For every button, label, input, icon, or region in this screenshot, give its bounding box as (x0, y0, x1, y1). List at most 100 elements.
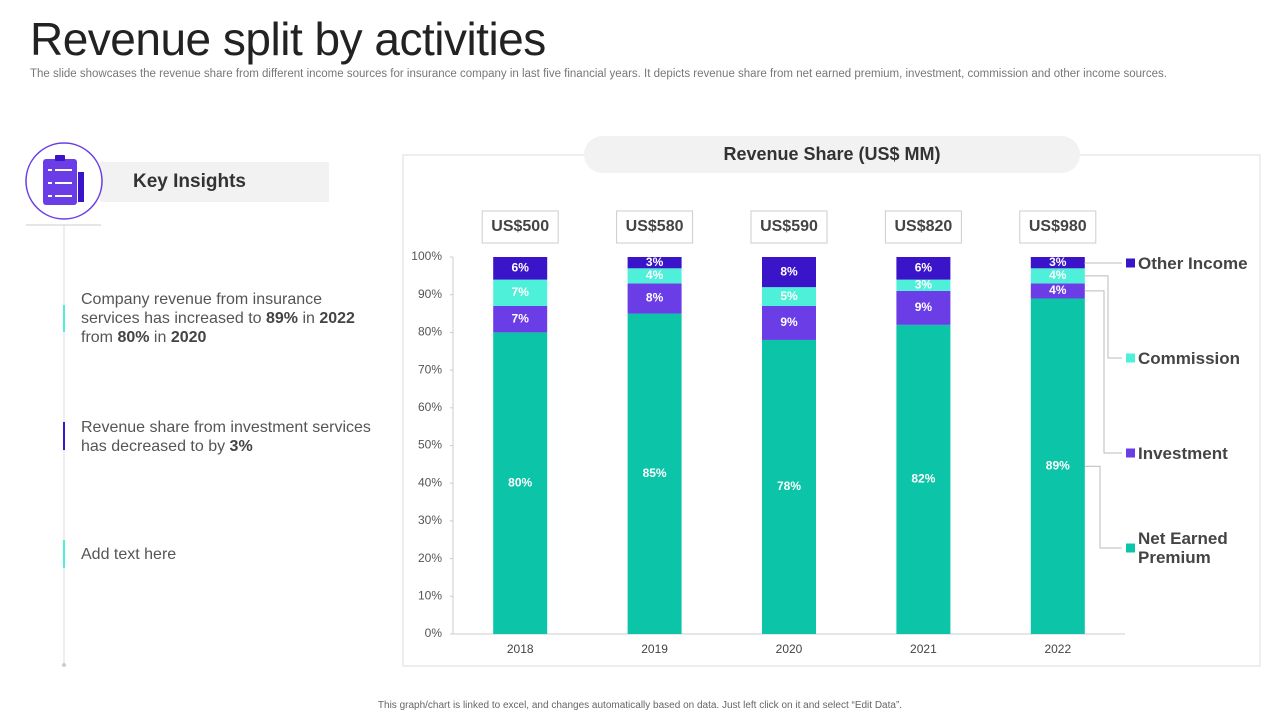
value-label: 6% (915, 260, 933, 274)
bar-segment (762, 287, 816, 307)
y-tick-label: 60% (418, 400, 442, 414)
bar-segment (493, 257, 548, 280)
legend-label: Investment (1138, 443, 1228, 463)
total-box (750, 210, 828, 244)
insight-highlight: 3% (229, 438, 253, 455)
clipboard-icon (43, 155, 84, 205)
bar-segment (493, 279, 548, 307)
bar-segment (1030, 298, 1085, 634)
bar-segment (627, 283, 682, 314)
y-tick-label: 100% (411, 249, 442, 263)
bar-segment (896, 257, 951, 280)
bar-segment (1030, 268, 1085, 284)
legend-label: Other Income (1138, 253, 1248, 273)
chart-title-pill (584, 136, 1080, 173)
timeline-end (62, 663, 66, 667)
value-label: 8% (780, 264, 798, 278)
y-tick-label: 50% (418, 438, 442, 452)
insight-highlight: 2020 (170, 329, 207, 346)
y-tick-label: 20% (418, 551, 442, 565)
total-box (884, 210, 962, 244)
footer: This graph/chart is linked to excel, and… (377, 700, 903, 711)
subtitle: The slide showcases the revenue share fr… (30, 68, 1167, 80)
legend-label: Net Earned Premium (1138, 529, 1228, 567)
total-label: US$820 (894, 218, 952, 235)
bar-segment (1030, 283, 1085, 299)
legend-swatch (1126, 353, 1135, 363)
value-label: 89% (1046, 458, 1070, 472)
value-label: 4% (1049, 268, 1067, 282)
legend-label: Commission (1138, 348, 1241, 368)
title: Revenue split by activities (30, 13, 546, 65)
x-tick-label: 2021 (910, 642, 937, 656)
legend-connector (1084, 465, 1122, 549)
insight-text: Add text here (81, 545, 373, 564)
x-tick-label: 2018 (507, 642, 534, 656)
value-label: 3% (915, 277, 933, 291)
y-tick-label: 90% (418, 287, 442, 301)
insight-highlight: 2022 (319, 310, 355, 327)
total-box (1019, 210, 1097, 244)
value-label: 85% (643, 466, 667, 480)
bar-segment (762, 339, 816, 634)
value-label: 6% (512, 260, 530, 274)
bar-segment (627, 313, 682, 634)
total-label: US$980 (1029, 218, 1087, 235)
insights-heading: Key Insights (133, 171, 246, 192)
bar-segment (627, 268, 682, 284)
bar-segment (896, 279, 951, 291)
value-label: 3% (1049, 255, 1067, 269)
bar-segment (627, 257, 682, 269)
heading-box (100, 162, 329, 202)
value-label: 8% (646, 291, 664, 305)
chart-title: Revenue Share (US$ MM) (723, 144, 940, 164)
total-label: US$500 (491, 218, 549, 235)
value-label: 5% (780, 289, 798, 303)
insight-segment: from (81, 329, 118, 346)
value-label: 9% (780, 315, 798, 329)
value-label: 4% (646, 268, 664, 282)
value-label: 7% (512, 311, 530, 325)
legend-connector (1084, 275, 1122, 359)
bar-segment (493, 306, 548, 333)
y-tick-label: 40% (418, 475, 442, 489)
x-tick-label: 2019 (641, 642, 668, 656)
y-tick-label: 10% (418, 588, 442, 602)
bar-segment (896, 290, 951, 325)
bar-segment (762, 257, 816, 288)
legend-swatch (1126, 543, 1135, 553)
value-label: 80% (508, 475, 532, 489)
value-label: 7% (512, 285, 530, 299)
y-tick-label: 0% (425, 626, 443, 640)
insight-segment: in (149, 329, 171, 346)
bar-segment (493, 332, 548, 634)
insight-segment: Add text here (81, 546, 177, 563)
x-tick-label: 2022 (1044, 642, 1071, 656)
insight-segment: in (298, 310, 320, 327)
legend-swatch (1126, 448, 1135, 458)
bar-segment (896, 324, 951, 634)
insight-text: Company revenue from insurance services … (81, 290, 373, 347)
value-label: 78% (777, 479, 801, 493)
insight-segment: Company revenue from insurance services … (81, 291, 323, 327)
value-label: 3% (646, 255, 664, 269)
value-label: 4% (1049, 283, 1067, 297)
insight-highlight: 80% (117, 329, 150, 346)
bar-segment (762, 306, 816, 340)
total-box (481, 210, 559, 244)
total-label: US$590 (760, 218, 818, 235)
x-tick-label: 2020 (776, 642, 803, 656)
value-label: 82% (911, 472, 935, 486)
y-tick-label: 70% (418, 362, 442, 376)
insight-highlight: 89% (265, 310, 299, 327)
total-label: US$580 (626, 218, 684, 235)
legend-connector (1084, 290, 1122, 454)
total-box (616, 210, 694, 244)
y-tick-label: 30% (418, 513, 442, 527)
value-label: 9% (915, 300, 933, 314)
bar-segment (1030, 257, 1085, 269)
insight-text: Revenue share from investment services h… (81, 418, 373, 456)
y-tick-label: 80% (418, 325, 442, 339)
